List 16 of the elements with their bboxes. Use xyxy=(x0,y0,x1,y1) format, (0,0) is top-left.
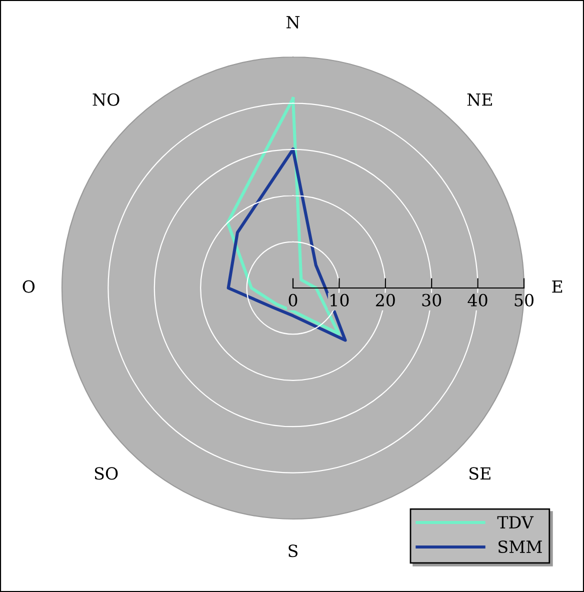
spoke-label: SE xyxy=(470,467,490,480)
spoke-label: NO xyxy=(92,93,120,106)
legend-label: SMM xyxy=(498,540,542,554)
spoke-label: N xyxy=(286,16,300,29)
legend-label: TDV xyxy=(497,516,534,528)
y-tick-label: 40 xyxy=(468,294,488,306)
y-tick-label: 0 xyxy=(288,294,298,306)
y-tick-label: 30 xyxy=(422,294,442,306)
spoke-label: S xyxy=(288,544,298,558)
spoke-label: SO xyxy=(94,467,118,480)
y-tick-label: 50 xyxy=(514,294,534,306)
spoke-label: O xyxy=(22,280,35,293)
spoke-label: E xyxy=(552,280,562,293)
y-tick-label: 10 xyxy=(330,294,349,306)
spoke-label: NE xyxy=(467,94,492,106)
y-tick-label: 20 xyxy=(376,294,395,306)
